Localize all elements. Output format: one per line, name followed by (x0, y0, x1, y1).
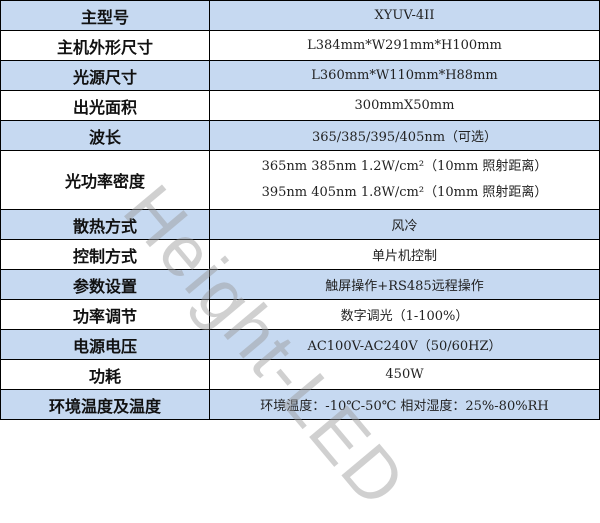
table-row: 电源电压 AC100V-AC240V（50/60HZ） (0, 329, 600, 360)
spec-value-line: 395nm 405nm 1.8W/cm²（10mm 照射距离） (261, 185, 548, 200)
table-row: 主机外形尺寸 L384mm*W291mm*H100mm (0, 30, 600, 61)
table-row: 出光面积 300mmX50mm (0, 90, 600, 121)
spec-label: 主机外形尺寸 (0, 30, 210, 61)
spec-label: 功耗 (0, 359, 210, 390)
spec-label: 波长 (0, 120, 210, 151)
table-row: 光源尺寸 L360mm*W110mm*H88mm (0, 60, 600, 91)
table-row: 功耗 450W (0, 359, 600, 390)
spec-table: 主型号 XYUV-4II 主机外形尺寸 L384mm*W291mm*H100mm 光源尺… (0, 0, 600, 420)
spec-value: L384mm*W291mm*H100mm (209, 30, 600, 61)
spec-label: 散热方式 (0, 209, 210, 240)
spec-label: 参数设置 (0, 269, 210, 300)
spec-label: 光源尺寸 (0, 60, 210, 91)
table-row: 散热方式 风冷 (0, 209, 600, 240)
table-row: 参数设置 触屏操作+RS485远程操作 (0, 269, 600, 300)
table-row: 环境温度及温度 环境温度：-10℃-50℃ 相对湿度：25%-80%RH (0, 389, 600, 420)
spec-label: 环境温度及温度 (0, 389, 210, 420)
spec-label: 电源电压 (0, 329, 210, 360)
spec-value: 数字调光（1-100%） (209, 299, 600, 330)
table-row: 主型号 XYUV-4II (0, 0, 600, 31)
spec-value: 风冷 (209, 209, 600, 240)
spec-label: 出光面积 (0, 90, 210, 121)
spec-label: 光功率密度 (0, 150, 210, 210)
spec-value: XYUV-4II (209, 0, 600, 31)
spec-label: 控制方式 (0, 239, 210, 270)
spec-value: 单片机控制 (209, 239, 600, 270)
spec-value: 365nm 385nm 1.2W/cm²（10mm 照射距离） 395nm 405… (209, 150, 600, 210)
spec-value: 环境温度：-10℃-50℃ 相对湿度：25%-80%RH (209, 389, 600, 420)
table-row: 控制方式 单片机控制 (0, 239, 600, 270)
spec-value: AC100V-AC240V（50/60HZ） (209, 329, 600, 360)
spec-value: 300mmX50mm (209, 90, 600, 121)
spec-value: 触屏操作+RS485远程操作 (209, 269, 600, 300)
spec-value: L360mm*W110mm*H88mm (209, 60, 600, 91)
spec-value: 450W (209, 359, 600, 390)
spec-value-line: 365nm 385nm 1.2W/cm²（10mm 照射距离） (261, 159, 548, 174)
spec-value: 365/385/395/405nm（可选） (209, 120, 600, 151)
table-row: 功率调节 数字调光（1-100%） (0, 299, 600, 330)
table-row: 光功率密度 365nm 385nm 1.2W/cm²（10mm 照射距离） 395n… (0, 150, 600, 210)
spec-label: 主型号 (0, 0, 210, 31)
spec-label: 功率调节 (0, 299, 210, 330)
table-row: 波长 365/385/395/405nm（可选） (0, 120, 600, 151)
